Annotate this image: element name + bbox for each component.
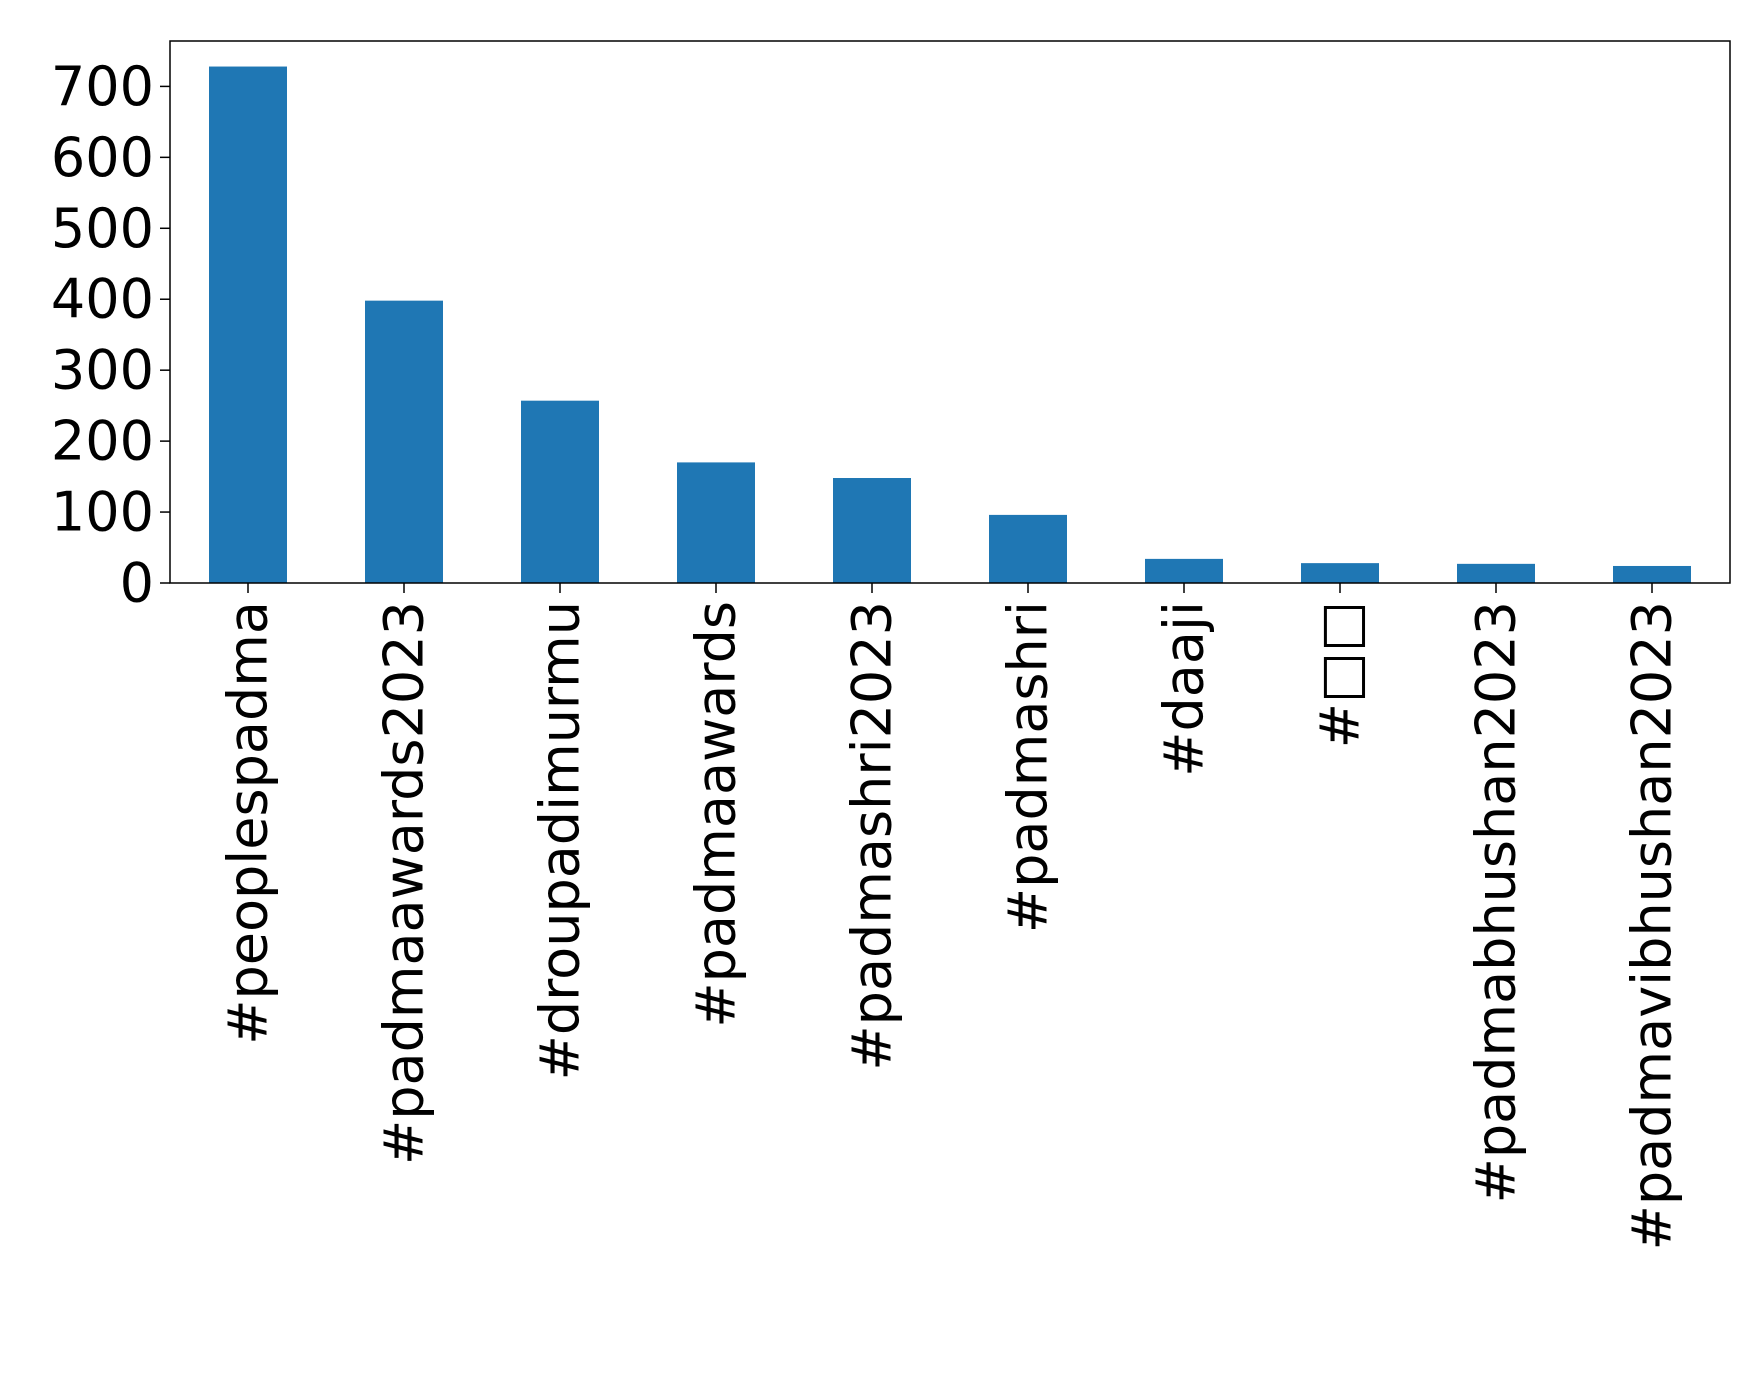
x-axis: #peoplespadma #padmaawards2023 #droupadimu…	[217, 583, 1684, 1250]
y-tick-label-6: 600	[51, 126, 154, 189]
y-tick-label-5: 500	[51, 197, 154, 260]
bar-4	[833, 478, 911, 583]
bar-6	[1145, 558, 1223, 583]
bar-5	[989, 514, 1067, 583]
x-tick-label-3: #padmaawards	[685, 601, 748, 1028]
x-tick-label-5: #padmashri	[997, 601, 1060, 933]
bar-1	[365, 300, 443, 583]
x-tick-label-2: #droupadimurmu	[529, 601, 592, 1080]
y-tick-label-7: 700	[51, 55, 154, 118]
x-tick-label-8: #padmabhushan2023	[1465, 601, 1528, 1203]
bar-7	[1301, 563, 1379, 583]
x-tick-label-6: #daaji	[1153, 601, 1216, 777]
x-tick-label-1: #padmaawards2023	[373, 601, 436, 1165]
plot-frame	[169, 40, 1731, 584]
x-tick-label-7: #□□	[1309, 601, 1372, 748]
y-tick-label-3: 300	[51, 339, 154, 402]
bar-9	[1613, 565, 1691, 583]
bar-0	[209, 66, 287, 584]
x-tick-label-9: #padmavibhushan2023	[1621, 601, 1684, 1250]
bar-2	[521, 400, 599, 583]
y-tick-label-0: 0	[120, 552, 154, 615]
y-tick-label-1: 100	[51, 481, 154, 544]
bar-3	[677, 462, 755, 583]
y-tick-label-2: 200	[51, 410, 154, 473]
x-tick-label-4: #padmashri2023	[841, 601, 904, 1071]
y-axis: 0 100 200 300 400 500 600 700	[51, 55, 170, 615]
x-tick-label-0: #peoplespadma	[217, 601, 280, 1045]
y-tick-label-4: 400	[51, 268, 154, 331]
bar-8	[1457, 563, 1535, 583]
bars-layer	[209, 66, 1691, 584]
